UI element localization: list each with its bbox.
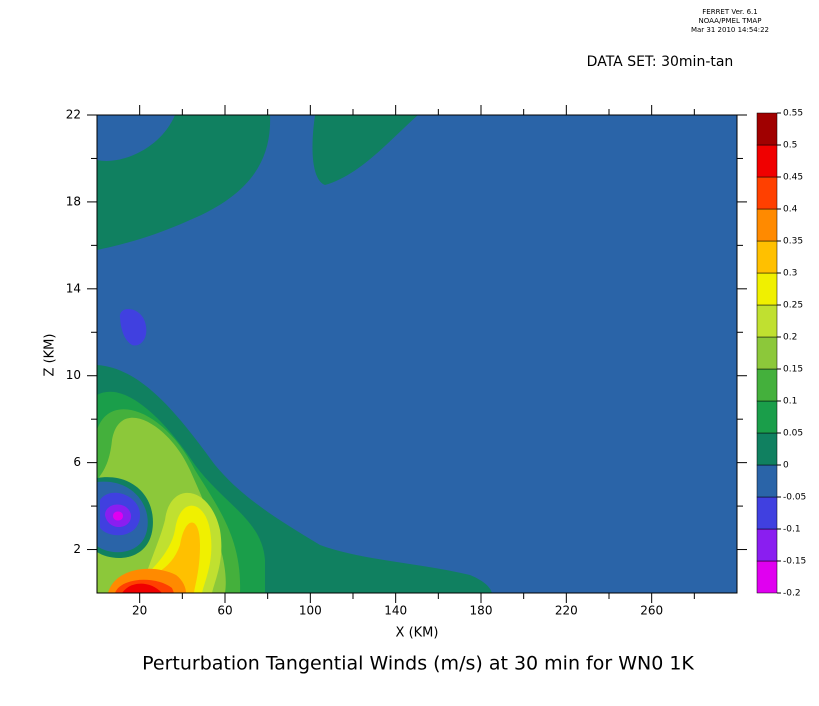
y-tick-label: 18 xyxy=(66,194,81,208)
colorbar-swatch xyxy=(756,272,778,306)
x-tick-label: 220 xyxy=(555,604,578,618)
y-tick-label: 14 xyxy=(66,281,81,295)
colorbar-swatch xyxy=(756,240,778,274)
colorbar-label: -0.15 xyxy=(783,557,806,567)
x-tick-label: 180 xyxy=(470,604,493,618)
contour-region xyxy=(122,583,162,593)
colorbar-swatch xyxy=(756,400,778,434)
plot-frame xyxy=(96,114,738,594)
contour-region xyxy=(97,115,271,250)
colorbar-label: 0.05 xyxy=(783,429,803,439)
colorbar-label: 0.2 xyxy=(783,333,797,343)
y-tick-label: 6 xyxy=(73,455,81,469)
colorbar-swatch xyxy=(756,336,778,370)
chart-title: Perturbation Tangential Winds (m/s) at 3… xyxy=(142,653,694,675)
header-line: NOAA/PMEL TMAP xyxy=(699,17,762,25)
contour-region xyxy=(118,522,200,593)
header-line: FERRET Ver. 6.1 xyxy=(702,8,757,16)
x-tick-label: 20 xyxy=(132,604,147,618)
colorbar-label: 0.4 xyxy=(783,205,798,215)
colorbar-label: 0.25 xyxy=(783,301,803,311)
contour-region xyxy=(113,511,123,521)
colorbar-label: 0.45 xyxy=(783,173,803,183)
colorbar-label: 0.35 xyxy=(783,237,803,247)
x-tick-label: 260 xyxy=(640,604,663,618)
y-tick-label: 2 xyxy=(73,542,81,556)
contour-field xyxy=(97,115,737,593)
colorbar-swatch xyxy=(756,528,778,562)
colorbar-swatch xyxy=(756,304,778,338)
dataset-label: DATA SET: 30min-tan xyxy=(587,54,734,70)
colorbar-swatch xyxy=(756,496,778,530)
x-axis-label: X (KM) xyxy=(396,626,439,641)
colorbar-label: -0.2 xyxy=(783,589,801,599)
colorbar-label: -0.1 xyxy=(783,525,801,535)
y-tick-label: 22 xyxy=(66,108,81,122)
colorbar-label: 0.15 xyxy=(783,365,803,375)
colorbar-label: 0.3 xyxy=(783,269,797,279)
x-tick-label: 140 xyxy=(384,604,407,618)
colorbar-swatch xyxy=(756,176,778,210)
colorbar-swatch xyxy=(756,560,778,594)
colorbar-label: 0.1 xyxy=(783,397,797,407)
colorbar-swatch xyxy=(756,144,778,178)
colorbar-label: -0.05 xyxy=(783,493,806,503)
colorbar-swatch xyxy=(756,368,778,402)
colorbar-label: 0.55 xyxy=(783,109,803,119)
x-tick-label: 100 xyxy=(299,604,322,618)
y-axis-label: Z (KM) xyxy=(43,334,58,377)
colorbar-swatch xyxy=(756,464,778,498)
colorbar-swatch xyxy=(756,208,778,242)
colorbar-label: 0 xyxy=(783,461,789,471)
colorbar-swatch xyxy=(756,432,778,466)
contour-region xyxy=(312,115,418,185)
contour-region xyxy=(119,309,147,346)
x-tick-label: 60 xyxy=(217,604,232,618)
header-line: Mar 31 2010 14:54:22 xyxy=(691,26,769,34)
y-tick-label: 10 xyxy=(66,368,81,382)
colorbar-swatch xyxy=(756,112,778,146)
colorbar-label: 0.5 xyxy=(783,141,797,151)
